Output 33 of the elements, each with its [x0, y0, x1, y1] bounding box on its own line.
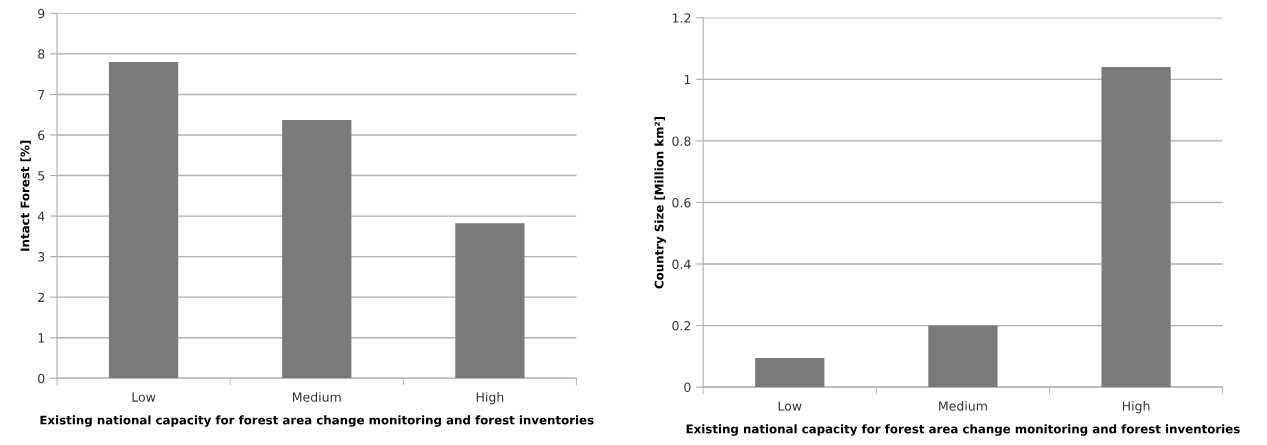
y-tick-label: 0 — [684, 382, 691, 393]
y-axis-title: Intact Forest [%] — [20, 140, 31, 251]
y-tick-label: 9 — [38, 8, 45, 19]
bar — [928, 325, 998, 388]
bar — [455, 223, 525, 379]
y-tick-label: 8 — [38, 49, 45, 59]
y-tick-label: 0 — [38, 373, 45, 384]
y-tick-label: 4 — [37, 211, 45, 221]
x-tick-label: Medium — [292, 392, 341, 402]
y-tick-label: 1 — [684, 74, 691, 85]
y-tick-label: 5 — [38, 171, 45, 181]
y-tick-label: 0.2 — [672, 321, 691, 331]
x-tick-label: High — [1122, 401, 1150, 414]
x-axis-title: Existing national capacity for forest area change monitoring and forest inventories — [686, 424, 1240, 436]
bar — [1101, 67, 1171, 388]
y-tick-label: 2 — [38, 292, 44, 302]
y-tick-label: 3 — [38, 252, 45, 262]
y-axis-title: Country Size [Million km²] — [654, 116, 666, 289]
bar — [755, 357, 825, 388]
y-tick-label: 7 — [38, 90, 45, 100]
x-tick-label: Low — [132, 392, 156, 402]
x-axis-title: Existing national capacity for forest area change monitoring and forest inventories — [40, 415, 594, 427]
x-tick-label: Medium — [939, 401, 987, 411]
bar — [282, 119, 352, 379]
x-tick-label: High — [476, 392, 504, 405]
bar — [108, 62, 179, 379]
y-tick-label: 6 — [38, 130, 45, 140]
y-tick-label: 1.2 — [672, 13, 691, 23]
x-tick-label: Low — [778, 401, 802, 411]
y-tick-label: 0.8 — [672, 136, 691, 146]
y-tick-label: 0.6 — [672, 197, 691, 208]
y-tick-label: 1 — [38, 333, 45, 343]
y-tick-label: 0.4 — [672, 259, 691, 269]
